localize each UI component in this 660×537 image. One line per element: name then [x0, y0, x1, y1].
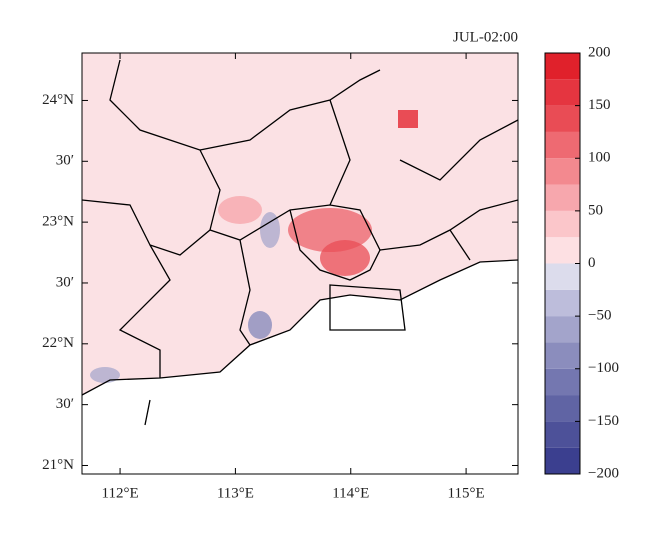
warm-patch: [218, 196, 262, 224]
colorbar-tick-label: 150: [588, 97, 611, 113]
warm-patch: [320, 240, 370, 276]
colorbar-swatch: [545, 184, 580, 211]
colorbar-tick-label: −150: [588, 413, 619, 429]
colorbar-tick-label: 0: [588, 255, 596, 271]
y-tick-label: 30′: [56, 274, 74, 290]
colorbar-swatch: [545, 210, 580, 238]
x-tick-label: 112°E: [102, 485, 139, 501]
colorbar-swatch: [545, 79, 580, 106]
colorbar-swatch: [545, 263, 580, 290]
warm-patch: [398, 110, 418, 128]
colorbar-tick-label: 100: [588, 150, 611, 166]
colorbar-swatch: [545, 421, 580, 448]
colorbar-swatch: [545, 158, 580, 185]
colorbar-swatch: [545, 289, 580, 317]
map-field: [82, 53, 518, 474]
colorbar-swatch: [545, 316, 580, 343]
boundaries: [82, 59, 518, 426]
y-tick-label: 30′: [56, 153, 74, 169]
colorbar-tick-label: −200: [588, 465, 619, 481]
x-tick-label: 114°E: [332, 485, 369, 501]
y-tick-label: 23°N: [42, 214, 74, 230]
colorbar-swatch: [545, 447, 580, 474]
colorbar-swatch: [545, 237, 580, 264]
colorbar-tick-label: 200: [588, 44, 611, 60]
cool-patch: [90, 367, 120, 383]
colorbar-tick-label: −50: [588, 308, 611, 324]
cool-patch: [248, 311, 272, 339]
sea: [82, 260, 518, 474]
colorbar-swatch: [545, 395, 580, 422]
colorbar-swatch: [545, 105, 580, 132]
colorbar-tick-label: −100: [588, 360, 619, 376]
map-frame: [81, 52, 519, 475]
colorbar-swatch: [545, 131, 580, 159]
map-title: JUL-02:00: [453, 29, 518, 45]
colorbar-swatch: [545, 368, 580, 396]
x-tick-label: 115°E: [448, 485, 485, 501]
y-tick-label: 30′: [56, 396, 74, 412]
x-tick-label: 113°E: [217, 485, 254, 501]
colorbar-tick-label: 50: [588, 202, 603, 218]
y-tick-label: 22°N: [42, 335, 74, 351]
colorbar-swatch: [545, 53, 580, 80]
y-tick-label: 21°N: [42, 457, 74, 473]
colorbar-swatch: [545, 342, 580, 369]
y-tick-label: 24°N: [42, 92, 74, 108]
cool-patch: [260, 212, 280, 248]
